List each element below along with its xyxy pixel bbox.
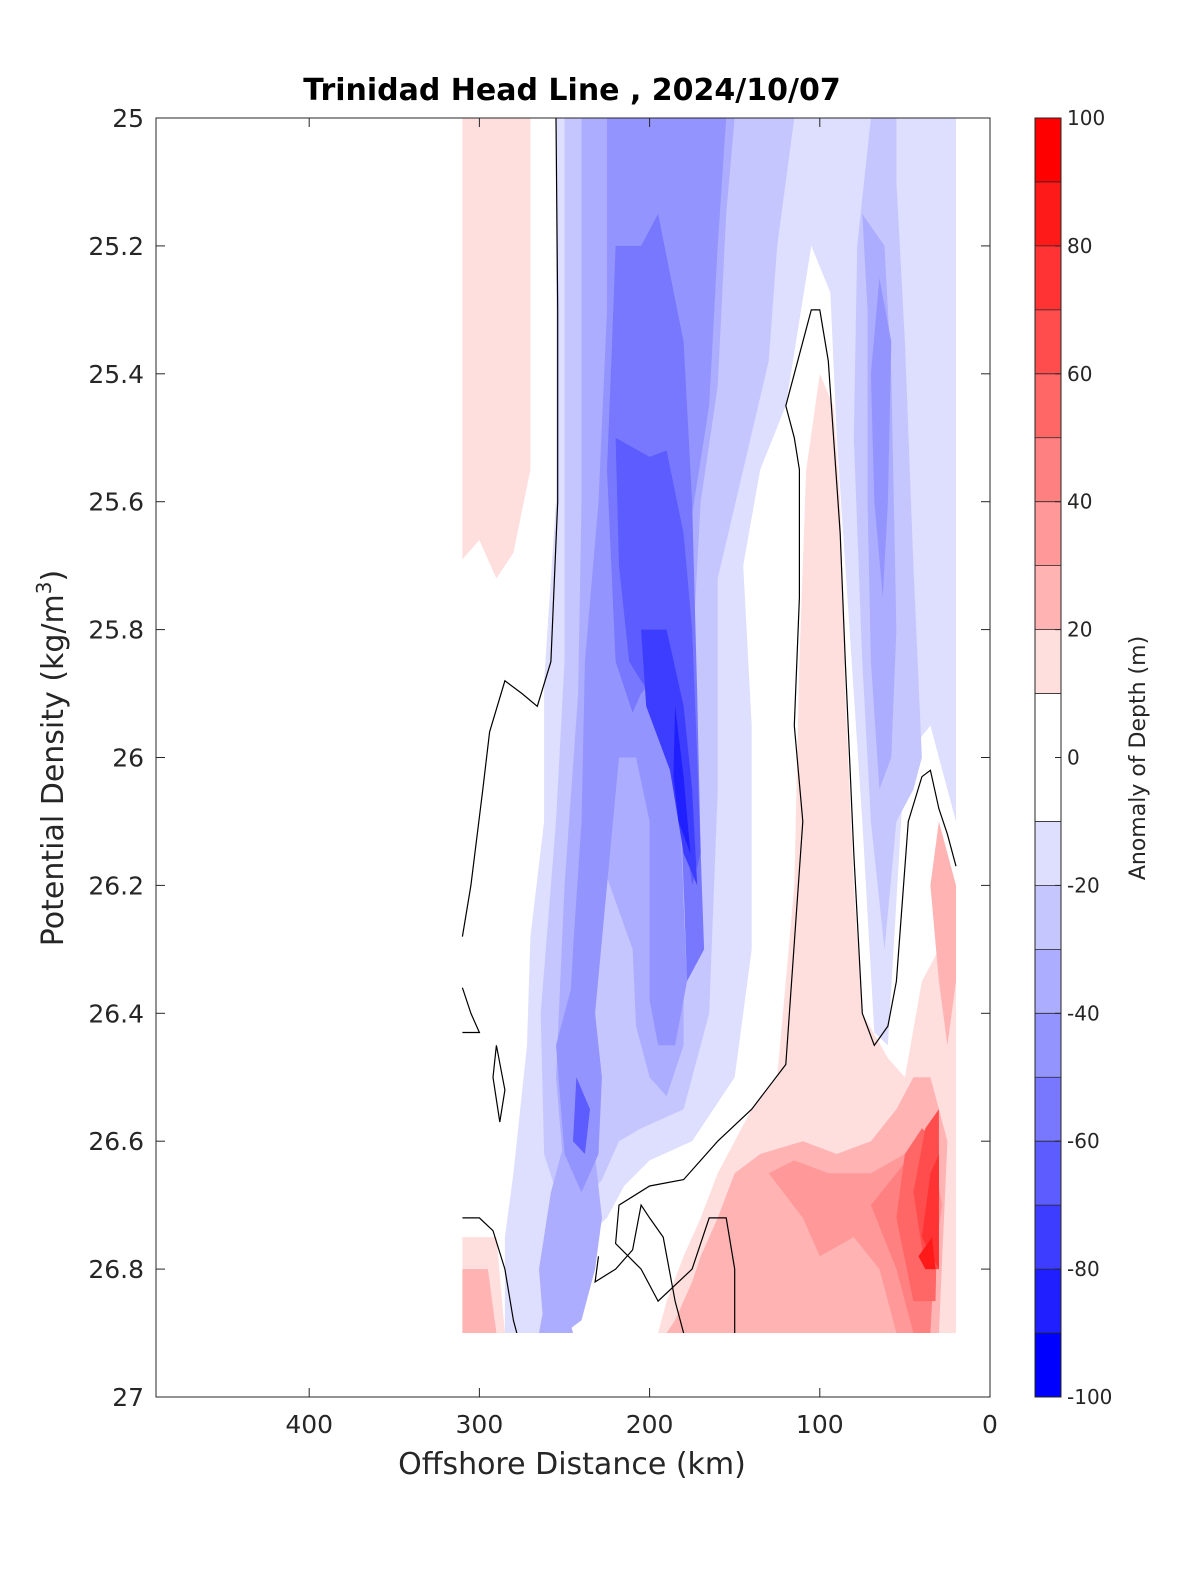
colorbar-swatch [1035,501,1061,566]
x-tick-label: 0 [982,1410,998,1439]
colorbar-swatch [1035,309,1061,374]
colorbar-tick-label: -40 [1067,1001,1100,1025]
y-axis-label-main: Potential Density (kg/m [36,594,71,946]
contour-fill-pos-coast-gt10 [658,373,956,1333]
contour-fill-neg-bottom-lt30 [539,1269,573,1333]
colorbar-swatch [1035,118,1061,182]
colorbar-swatch [1035,629,1061,694]
y-tick-label: 26 [112,744,144,773]
contour-fill-neg-near-lt40 [870,277,892,598]
colorbar: 100 80 60 40 20 0 -20 -40 -60 -80 -100 [1034,106,1112,1409]
contour-fill-pos-coast-gt80 [918,1237,936,1270]
contour-fill-pos-coast-gt70 [921,1154,939,1270]
zero-contour-main [461,117,559,937]
contour-fill-neg-lower-lt60 [573,1077,590,1154]
colorbar-swatch [1035,437,1061,502]
x-tick-label: 200 [626,1410,674,1439]
y-tick-label: 26.6 [88,1127,144,1156]
colorbar-tick-label: 60 [1067,362,1092,386]
y-axis: 25 25.2 25.4 25.6 25.8 26 26.2 26.4 26.6 26.8 27 [88,104,990,1412]
colorbar-swatch [1035,565,1061,630]
zero-contour-lower-mid [594,1203,685,1334]
zero-contour-coastal [614,309,957,1333]
contour-fill-neg-main-lt80 [673,706,691,854]
contour-fill-pos-lower-left-20 [462,1269,497,1333]
y-axis-label-superscript: 3 [32,581,56,594]
x-axis: 400 300 200 100 0 [285,118,998,1439]
contour-fill-pos-right-edge [930,821,956,1046]
contour-fill-pos-offshore-upper [462,118,531,579]
colorbar-tick-label: 0 [1067,746,1080,770]
x-tick-label: 100 [796,1410,844,1439]
chart-title: Trinidad Head Line , 2024/10/07 [303,73,840,108]
colorbar-swatch [1035,1141,1061,1206]
y-tick-label: 25.4 [88,360,144,389]
y-tick-label: 25 [112,104,144,133]
colorbar-tick-label: 100 [1067,106,1105,130]
colorbar-swatch [1035,949,1061,1014]
zero-contour-lower-left [462,1217,518,1334]
y-tick-label: 25.2 [88,232,144,261]
colorbar-tick-label: -100 [1067,1385,1112,1409]
colorbar-swatch [1035,1013,1061,1078]
y-tick-label: 25.8 [88,616,144,645]
y-tick-label: 25.6 [88,488,144,517]
colorbar-tick-label: -20 [1067,873,1100,897]
x-tick-label: 400 [285,1410,333,1439]
y-axis-label-suffix: ) [36,570,71,582]
y-tick-label: 26.8 [88,1255,144,1284]
zero-contour-layer [461,117,957,1334]
y-tick-label: 27 [112,1383,144,1412]
colorbar-swatch [1035,245,1061,310]
y-tick-label: 26.2 [88,871,144,900]
colorbar-tick-label: 80 [1067,234,1092,258]
y-axis-label: Potential Density (kg/m3) [32,570,71,946]
colorbar-swatch [1035,181,1061,246]
zero-contour-small-b [461,987,481,1034]
contour-fill-layer [462,118,956,1333]
x-tick-label: 300 [456,1410,504,1439]
y-tick-label: 26.4 [88,999,144,1028]
colorbar-swatch [1035,821,1061,886]
colorbar-tick-label: 20 [1067,618,1092,642]
colorbar-tick-label: -60 [1067,1129,1100,1153]
colorbar-tick-label: -80 [1067,1257,1100,1281]
colorbar-swatch [1035,1205,1061,1270]
colorbar-label: Anomaly of Depth (m) [1126,636,1151,880]
colorbar-swatch [1035,373,1061,438]
zero-contour-small-a [492,1045,506,1123]
colorbar-swatch [1035,1269,1061,1334]
colorbar-swatch [1035,885,1061,950]
colorbar-swatch [1035,1333,1061,1397]
colorbar-tick-label: 40 [1067,490,1092,514]
plot-area: 400 300 200 100 0 25 25.2 25.4 25.6 25.8 26 26.2 26… [88,104,998,1439]
colorbar-swatch [1035,1077,1061,1142]
x-axis-label: Offshore Distance (km) [398,1447,746,1482]
